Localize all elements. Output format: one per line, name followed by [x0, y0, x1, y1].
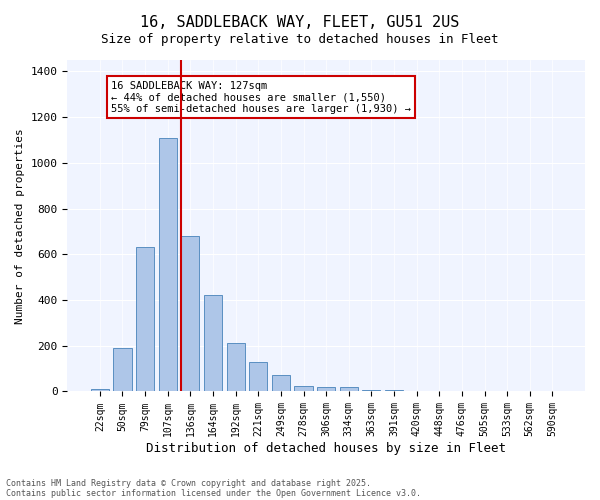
Bar — [204, 296, 222, 392]
Bar — [317, 387, 335, 392]
Bar — [340, 387, 358, 392]
Bar — [91, 389, 109, 392]
Bar — [295, 386, 313, 392]
Text: 16, SADDLEBACK WAY, FLEET, GU51 2US: 16, SADDLEBACK WAY, FLEET, GU51 2US — [140, 15, 460, 30]
Text: Size of property relative to detached houses in Fleet: Size of property relative to detached ho… — [101, 32, 499, 46]
Bar — [249, 362, 268, 392]
Text: Contains public sector information licensed under the Open Government Licence v3: Contains public sector information licen… — [6, 488, 421, 498]
Bar — [158, 138, 177, 392]
X-axis label: Distribution of detached houses by size in Fleet: Distribution of detached houses by size … — [146, 442, 506, 455]
Bar — [362, 390, 380, 392]
Bar — [136, 248, 154, 392]
Bar — [227, 344, 245, 392]
Bar — [113, 348, 131, 392]
Y-axis label: Number of detached properties: Number of detached properties — [15, 128, 25, 324]
Bar — [181, 236, 199, 392]
Text: Contains HM Land Registry data © Crown copyright and database right 2025.: Contains HM Land Registry data © Crown c… — [6, 478, 371, 488]
Text: 16 SADDLEBACK WAY: 127sqm
← 44% of detached houses are smaller (1,550)
55% of se: 16 SADDLEBACK WAY: 127sqm ← 44% of detac… — [111, 80, 411, 114]
Bar — [272, 376, 290, 392]
Bar — [385, 390, 403, 392]
